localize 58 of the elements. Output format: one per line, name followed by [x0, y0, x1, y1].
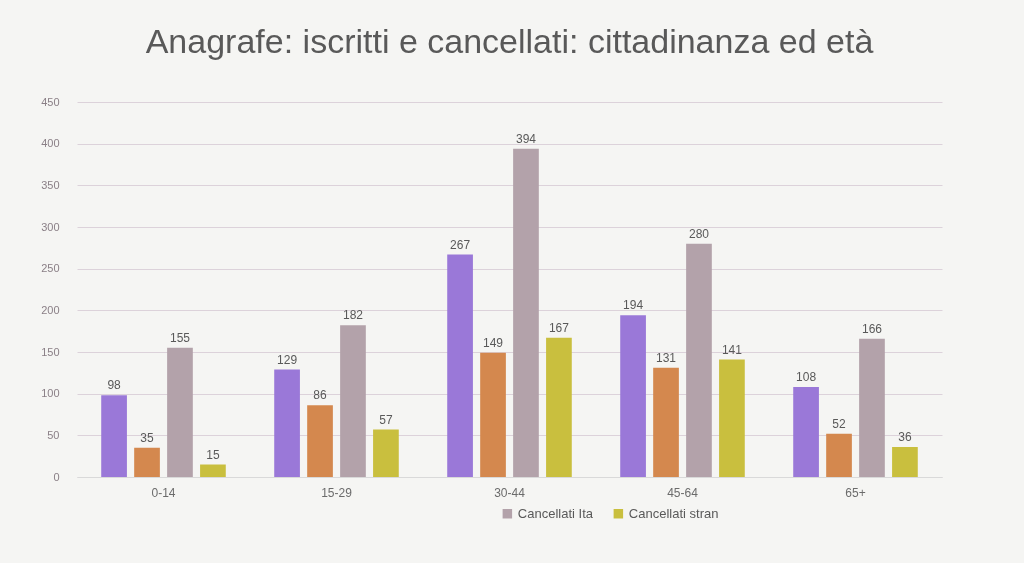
x-tick-label: 15-29	[321, 485, 353, 500]
bar	[620, 315, 646, 477]
legend-label: Cancellati Ita	[517, 505, 594, 521]
bar	[340, 325, 366, 477]
x-tick-label: 65+	[845, 485, 866, 500]
y-tick-label: 400	[41, 137, 60, 150]
x-tick-label: 30-44	[494, 485, 526, 500]
chart-title: Anagrafe: iscritti e cancellati: cittadinanza ed età	[145, 22, 874, 60]
bar	[134, 447, 160, 477]
data-label: 57	[379, 412, 393, 427]
data-label: 194	[623, 298, 644, 313]
bar	[167, 347, 193, 477]
data-label: 166	[861, 321, 883, 336]
legend-label: Cancellati stran	[628, 505, 719, 521]
y-tick-label: 250	[41, 262, 60, 275]
y-tick-label: 350	[41, 178, 60, 191]
data-label: 149	[483, 335, 504, 350]
data-label: 182	[342, 308, 364, 323]
y-tick-label: 200	[41, 303, 60, 316]
data-label: 167	[548, 320, 570, 335]
bar	[307, 405, 333, 477]
bar	[480, 352, 506, 477]
bar	[373, 429, 399, 477]
bar	[546, 337, 572, 477]
data-label: 52	[832, 416, 847, 431]
y-tick-label: 100	[41, 387, 60, 400]
y-tick-label: 300	[41, 220, 60, 233]
data-label: 155	[169, 330, 191, 345]
data-label: 86	[313, 388, 328, 403]
bar	[513, 148, 539, 477]
bar	[101, 395, 127, 477]
data-label: 129	[277, 352, 298, 367]
y-tick-label: 150	[41, 345, 60, 358]
data-label: 394	[515, 131, 537, 146]
x-tick-label: 0-14	[151, 485, 176, 500]
data-label: 15	[206, 447, 220, 462]
bar	[200, 464, 226, 477]
data-label: 36	[898, 430, 912, 444]
bar	[447, 254, 473, 477]
data-label: 267	[450, 237, 471, 252]
bar	[719, 359, 745, 477]
bar	[274, 369, 300, 477]
bar	[859, 338, 885, 477]
data-label: 280	[688, 226, 710, 241]
data-label: 108	[796, 370, 817, 384]
bar	[826, 433, 852, 477]
data-label: 141	[721, 342, 743, 357]
bar	[686, 243, 712, 477]
data-label: 35	[140, 430, 155, 445]
y-tick-label: 50	[47, 428, 60, 441]
y-tick-label: 450	[41, 95, 60, 108]
data-label: 131	[656, 350, 677, 365]
bar	[892, 447, 918, 477]
x-tick-label: 45-64	[667, 485, 699, 500]
bar	[793, 387, 819, 477]
y-tick-label: 0	[53, 470, 60, 483]
data-label: 98	[107, 378, 122, 393]
bar	[653, 367, 679, 477]
